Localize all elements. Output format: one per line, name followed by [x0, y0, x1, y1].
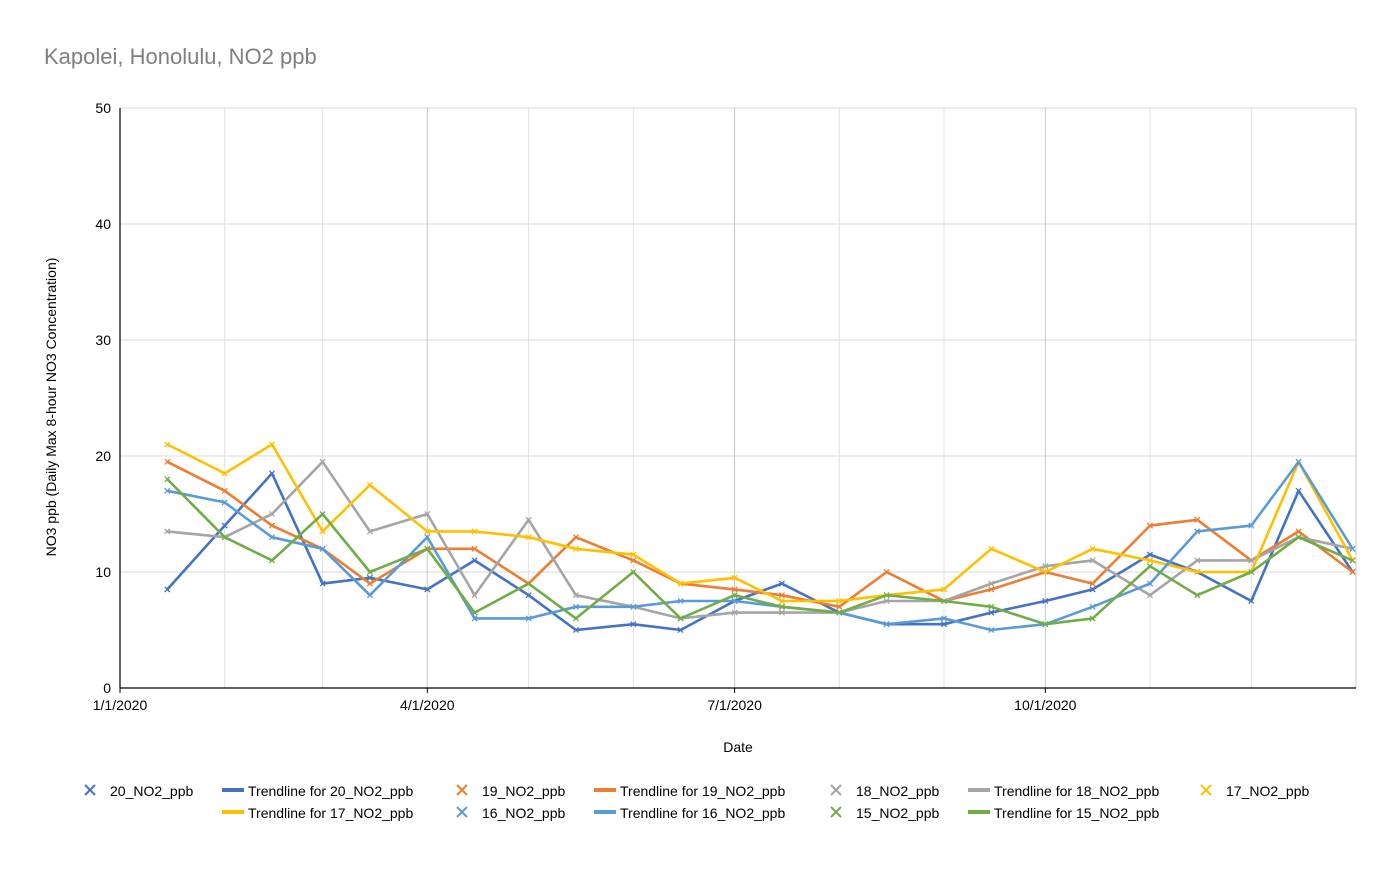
y-tick-label: 30 [95, 332, 111, 348]
x-tick-label: 10/1/2020 [1014, 697, 1076, 713]
trendline [166, 478, 1354, 626]
data-point-marker [164, 487, 171, 494]
lines-layer [166, 443, 1354, 632]
y-tick-label: 20 [95, 448, 111, 464]
trendline [166, 460, 1354, 609]
legend-label: Trendline for 20_NO2_ppb [248, 783, 413, 799]
legend-label: 15_NO2_ppb [856, 805, 940, 821]
legend-marker [1200, 784, 1212, 796]
data-point-marker [164, 528, 171, 535]
legend-label: 16_NO2_ppb [482, 805, 566, 821]
legend-line-swatch [594, 810, 616, 814]
y-tick-label: 10 [95, 564, 111, 580]
legend-marker [456, 806, 468, 818]
legend-label: Trendline for 17_NO2_ppb [248, 805, 413, 821]
x-tick-label: 1/1/2020 [93, 697, 148, 713]
grid-layer [120, 107, 1357, 688]
legend-label: Trendline for 15_NO2_ppb [994, 805, 1159, 821]
axis-layer: 0 10 20 30 40 50 1/1/2020 4/1/2020 7/1/2020 10/1/… [93, 100, 1356, 713]
x-tick-label: 4/1/2020 [400, 697, 455, 713]
trendline [167, 460, 1353, 620]
y-axis-label: NO3 ppb (Daily Max 8-hour NO3 Concentrat… [43, 258, 59, 557]
y-tick-label: 40 [95, 216, 111, 232]
x-axis-label: Date [723, 739, 753, 755]
legend-marker [830, 784, 842, 796]
y-tick-label: 0 [103, 680, 111, 696]
legend-label: Trendline for 18_NO2_ppb [994, 783, 1159, 799]
legend-label: 18_NO2_ppb [856, 783, 940, 799]
x-tick-label: 7/1/2020 [707, 697, 762, 713]
legend-line-swatch [968, 810, 990, 814]
legend-label: Trendline for 16_NO2_ppb [620, 805, 785, 821]
legend-marker [456, 784, 468, 796]
legend-line-swatch [222, 788, 244, 792]
legend-label: 20_NO2_ppb [110, 783, 194, 799]
legend: 20_NO2_ppb Trendline for 20_NO2_ppb 19_NO2… [84, 783, 1310, 821]
y-tick-label: 50 [95, 100, 111, 116]
legend-line-swatch [968, 788, 990, 792]
legend-label: 17_NO2_ppb [1226, 783, 1310, 799]
legend-line-swatch [222, 810, 244, 814]
trendline [166, 443, 1354, 603]
legend-marker [84, 784, 96, 796]
legend-label: 19_NO2_ppb [482, 783, 566, 799]
legend-line-swatch [594, 788, 616, 792]
chart-title: Kapolei, Honolulu, NO2 ppb [44, 44, 317, 69]
trendline [167, 460, 1354, 632]
legend-label: Trendline for 19_NO2_ppb [620, 783, 785, 799]
legend-marker [830, 806, 842, 818]
